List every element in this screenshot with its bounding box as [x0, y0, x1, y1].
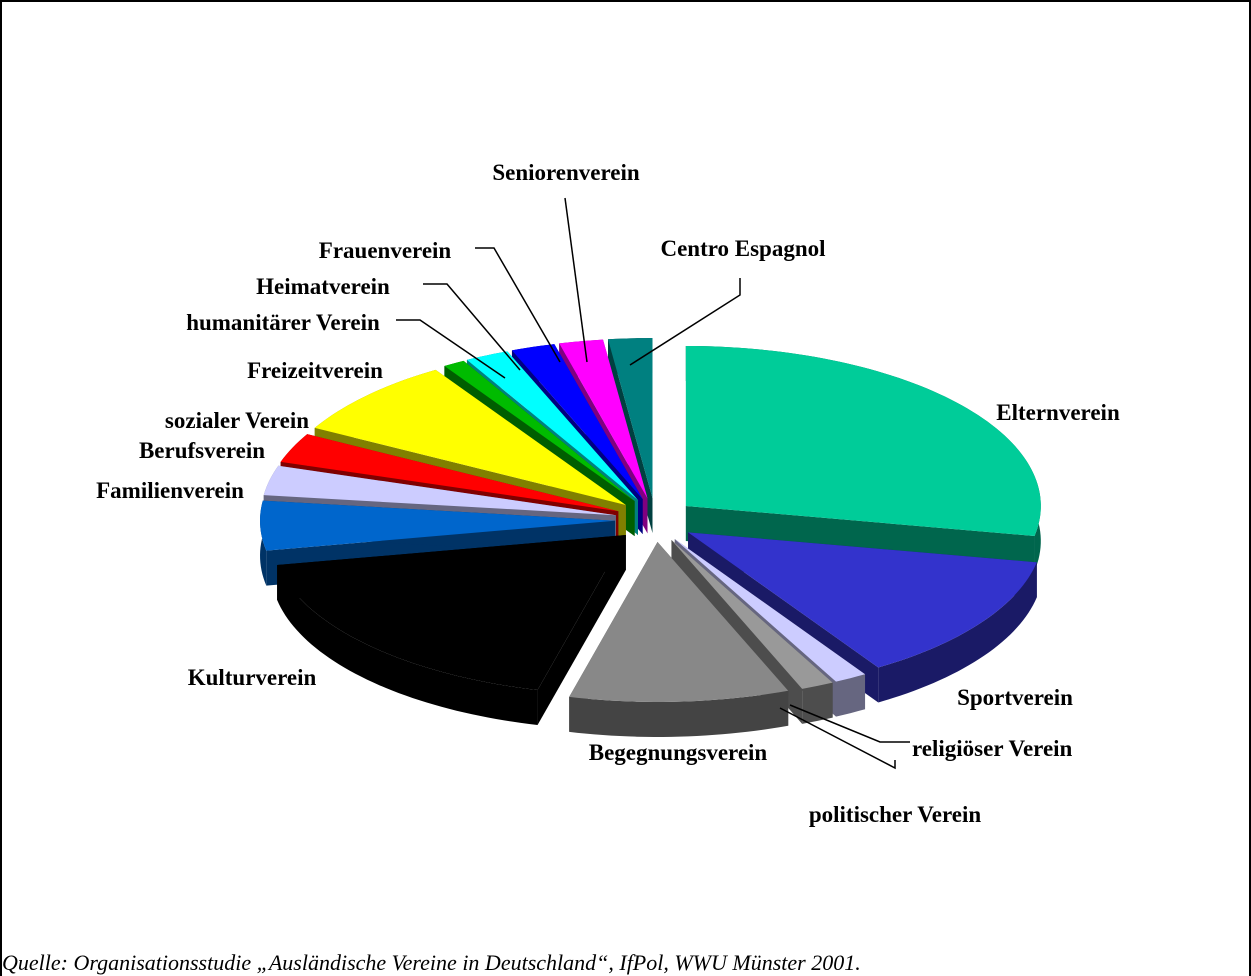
slice-top [466, 351, 638, 501]
slice-label: Familienverein [96, 478, 244, 503]
slice-label: Sportverein [957, 685, 1073, 710]
slice-label: Frauenverein [319, 238, 452, 263]
slice-label: Seniorenverein [492, 160, 640, 185]
slice-side [277, 565, 538, 726]
slice-top [559, 339, 648, 499]
slice-top [263, 465, 616, 516]
leader-lines [396, 197, 910, 770]
slice-label: Kulturverein [188, 665, 317, 690]
slice-label: humanitärer Verein [186, 310, 380, 335]
slice-side [878, 562, 1037, 703]
slice-top [280, 434, 619, 512]
slice-top [444, 360, 635, 502]
slice-side [802, 682, 833, 724]
slice-side [835, 674, 866, 717]
slice-top [671, 540, 833, 689]
slice-top [260, 500, 616, 551]
slice-wall [537, 535, 626, 726]
slice-label: Freizeitverein [247, 358, 383, 383]
slice-label: Heimatverein [256, 274, 390, 299]
slice-top [569, 541, 789, 702]
slice-label: sozialer Verein [165, 408, 309, 433]
slice-label: Begegnungsverein [589, 740, 768, 765]
slice-top [688, 532, 1037, 668]
slice-label: politischer Verein [809, 802, 982, 827]
slice-label: Berufsverein [139, 438, 265, 463]
slice-top [314, 369, 626, 505]
slice-label: Elternverein [996, 400, 1120, 425]
slice-label: religiöser Verein [912, 736, 1073, 761]
slice-top [674, 539, 866, 682]
slice-top [277, 535, 626, 691]
slice-side [569, 690, 789, 737]
slice-top [511, 344, 643, 500]
slice-top [685, 345, 1041, 536]
slice [277, 535, 626, 726]
pie [260, 338, 1041, 737]
slice-label: Centro Espagnol [660, 236, 825, 261]
source-note: Quelle: Organisationsstudie „Ausländisch… [2, 950, 861, 975]
slice [569, 541, 789, 737]
slice-top [607, 338, 653, 499]
